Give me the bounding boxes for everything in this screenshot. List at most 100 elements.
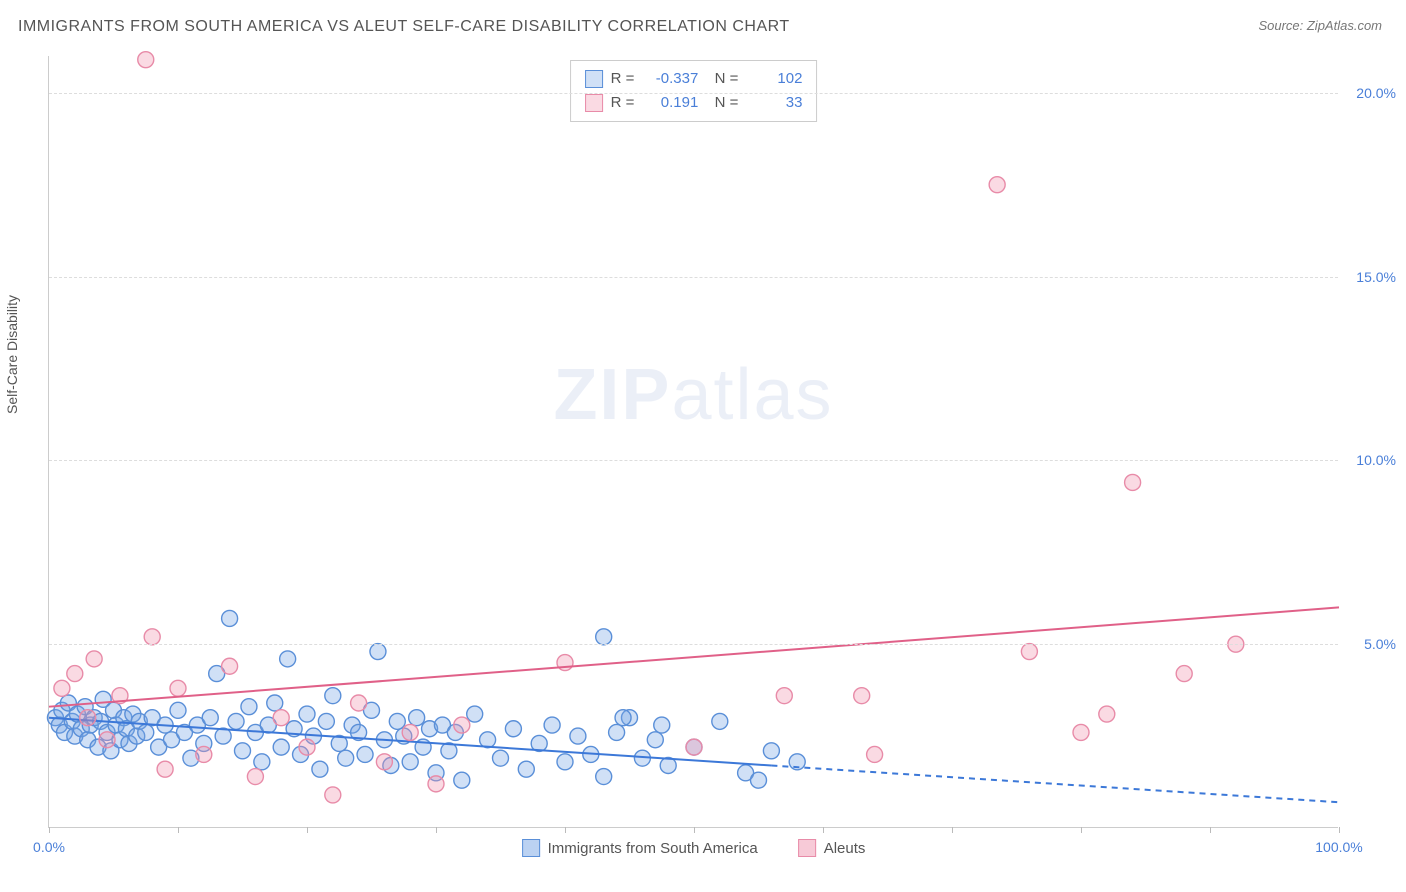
data-point — [318, 713, 334, 729]
correlation-legend: R = -0.337 N = 102 R = 0.191 N = 33 — [570, 60, 818, 122]
swatch-series2 — [585, 94, 603, 112]
bottom-swatch2 — [798, 839, 816, 857]
data-point — [1021, 644, 1037, 660]
bottom-label2: Aleuts — [824, 840, 866, 857]
data-point — [409, 710, 425, 726]
y-tick-label: 5.0% — [1364, 636, 1396, 652]
data-point — [157, 761, 173, 777]
chart-title: IMMIGRANTS FROM SOUTH AMERICA VS ALEUT S… — [18, 18, 790, 36]
data-point — [357, 746, 373, 762]
data-point — [54, 680, 70, 696]
data-point — [467, 706, 483, 722]
data-point — [67, 666, 83, 682]
data-point — [751, 772, 767, 788]
x-tick — [436, 827, 437, 833]
data-point — [712, 713, 728, 729]
bottom-legend-item2: Aleuts — [798, 839, 866, 857]
y-axis-label: Self-Care Disability — [4, 295, 20, 414]
legend-row-series1: R = -0.337 N = 102 — [585, 67, 803, 91]
x-tick — [49, 827, 50, 833]
data-point — [228, 713, 244, 729]
data-point — [299, 706, 315, 722]
data-point — [370, 644, 386, 660]
x-tick — [178, 827, 179, 833]
data-point — [138, 724, 154, 740]
trend-line — [49, 607, 1339, 706]
data-point — [389, 713, 405, 729]
data-point — [338, 750, 354, 766]
scatter-plot-svg — [49, 56, 1338, 827]
data-point — [273, 739, 289, 755]
data-point — [170, 702, 186, 718]
data-point — [170, 680, 186, 696]
data-point — [647, 732, 663, 748]
data-point — [615, 710, 631, 726]
y-tick-label: 20.0% — [1356, 85, 1396, 101]
x-tick — [307, 827, 308, 833]
data-point — [867, 746, 883, 762]
data-point — [518, 761, 534, 777]
data-point — [493, 750, 509, 766]
x-tick — [565, 827, 566, 833]
data-point — [776, 688, 792, 704]
data-point — [138, 52, 154, 68]
bottom-legend: Immigrants from South America Aleuts — [522, 839, 866, 857]
r-value-series1: -0.337 — [642, 67, 698, 91]
x-tick — [823, 827, 824, 833]
data-point — [235, 743, 251, 759]
n-value-series1: 102 — [746, 67, 802, 91]
gridline — [49, 277, 1338, 278]
data-point — [86, 651, 102, 667]
r-value-series2: 0.191 — [642, 91, 698, 115]
data-point — [557, 754, 573, 770]
data-point — [247, 769, 263, 785]
chart-plot-area: ZIPatlas R = -0.337 N = 102 R = 0.191 N … — [48, 56, 1338, 828]
data-point — [505, 721, 521, 737]
x-tick-label: 100.0% — [1315, 839, 1362, 855]
x-tick — [694, 827, 695, 833]
data-point — [325, 787, 341, 803]
data-point — [267, 695, 283, 711]
data-point — [609, 724, 625, 740]
data-point — [376, 754, 392, 770]
data-point — [402, 754, 418, 770]
bottom-label1: Immigrants from South America — [548, 840, 758, 857]
data-point — [1176, 666, 1192, 682]
data-point — [144, 629, 160, 645]
data-point — [254, 754, 270, 770]
data-point — [299, 739, 315, 755]
y-tick-label: 15.0% — [1356, 269, 1396, 285]
data-point — [80, 710, 96, 726]
x-tick — [1081, 827, 1082, 833]
data-point — [222, 658, 238, 674]
x-tick — [952, 827, 953, 833]
data-point — [1099, 706, 1115, 722]
data-point — [222, 610, 238, 626]
data-point — [570, 728, 586, 744]
data-point — [596, 769, 612, 785]
data-point — [1073, 724, 1089, 740]
gridline — [49, 644, 1338, 645]
data-point — [241, 699, 257, 715]
source-credit: Source: ZipAtlas.com — [1258, 18, 1382, 33]
gridline — [49, 93, 1338, 94]
data-point — [763, 743, 779, 759]
bottom-legend-item1: Immigrants from South America — [522, 839, 758, 857]
n-value-series2: 33 — [746, 91, 802, 115]
data-point — [280, 651, 296, 667]
data-point — [654, 717, 670, 733]
trend-line-dashed — [771, 766, 1339, 803]
data-point — [351, 695, 367, 711]
x-tick — [1339, 827, 1340, 833]
data-point — [989, 177, 1005, 193]
gridline — [49, 460, 1338, 461]
data-point — [854, 688, 870, 704]
data-point — [202, 710, 218, 726]
y-tick-label: 10.0% — [1356, 452, 1396, 468]
legend-row-series2: R = 0.191 N = 33 — [585, 91, 803, 115]
data-point — [99, 732, 115, 748]
bottom-swatch1 — [522, 839, 540, 857]
x-tick — [1210, 827, 1211, 833]
data-point — [428, 776, 444, 792]
data-point — [196, 746, 212, 762]
